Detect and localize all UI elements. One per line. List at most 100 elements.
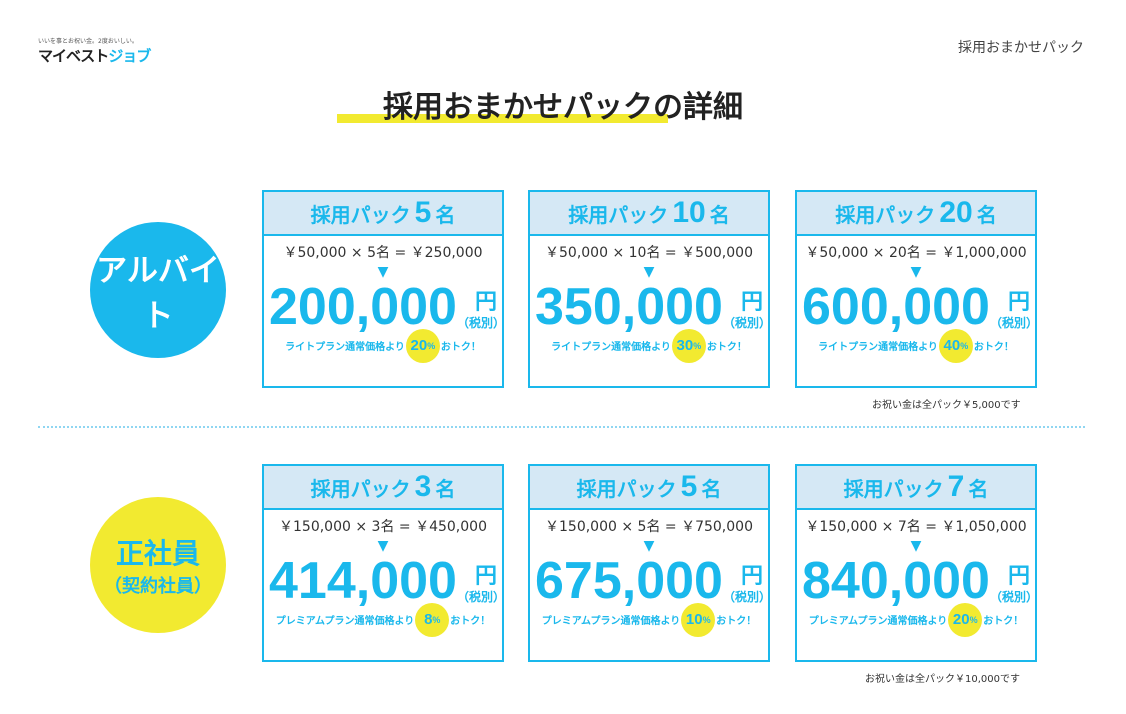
pack-title: 採用パック <box>843 476 944 501</box>
pack-unit: 名 <box>709 202 730 227</box>
pack-card: 採用パック 5 名 ￥150,000 × 5名 = ￥750,000 ▼ 675,0… <box>528 464 771 662</box>
pack-price: 350,000 円（税別） <box>530 278 771 336</box>
price-amount: 350,000 <box>535 278 723 336</box>
tax-note: （税別） <box>456 590 505 604</box>
tax-note: （税別） <box>722 590 771 604</box>
price-amount: 600,000 <box>802 278 990 336</box>
percent-sign: % <box>969 614 978 625</box>
pack-unit: 名 <box>968 476 989 501</box>
pack-header: 採用パック 10 名 <box>530 192 768 236</box>
discount-text: ライトプラン通常価格より <box>551 342 671 353</box>
pack-price: 200,000 円（税別） <box>264 278 505 336</box>
discount-note: ライトプラン通常価格より 30% おトク！ <box>530 328 768 363</box>
discount-note: ライトプラン通常価格より 40% おトク！ <box>797 328 1035 363</box>
discount-suffix: おトク！ <box>973 342 1014 353</box>
pack-price: 414,000 円（税別） <box>264 552 505 610</box>
pack-count: 3 <box>414 470 432 503</box>
pack-card: 採用パック 3 名 ￥150,000 × 3名 = ￥450,000 ▼ 414,0… <box>262 464 505 662</box>
pack-price: 675,000 円（税別） <box>530 552 771 610</box>
pack-unit: 名 <box>435 202 456 227</box>
pack-title: 採用パック <box>835 202 936 227</box>
category-seishain: 正社員 （契約社員） <box>90 497 226 633</box>
discount-suffix: おトク！ <box>440 342 481 353</box>
pack-card: 採用パック 7 名 ￥150,000 × 7名 = ￥1,050,000 ▼ 840… <box>795 464 1038 662</box>
discount-note: プレミアムプラン通常価格より 10% おトク！ <box>530 602 768 637</box>
discount-suffix: おトク！ <box>983 616 1024 627</box>
percent-sign: % <box>693 340 702 351</box>
pack-price: 840,000 円（税別） <box>797 554 1038 608</box>
price-currency: 円 <box>740 564 763 589</box>
pack-card: 採用パック 10 名 ￥50,000 × 10名 = ￥500,000 ▼ 350,… <box>528 190 771 388</box>
price-currency: 円 <box>1007 290 1030 315</box>
logo-name: マイベストジョブ <box>38 45 168 66</box>
discount-text: ライトプラン通常価格より <box>818 342 938 353</box>
discount-percent: 20 <box>410 337 428 354</box>
price-amount: 414,000 <box>269 552 457 610</box>
discount-text: ライトプラン通常価格より <box>285 342 405 353</box>
discount-suffix: おトク！ <box>716 616 757 627</box>
pack-header: 採用パック 5 名 <box>530 466 768 510</box>
pack-header: 採用パック 5 名 <box>264 192 502 236</box>
discount-badge: 20% <box>405 328 440 363</box>
discount-note: プレミアムプラン通常価格より 8% おトク！ <box>264 602 502 637</box>
price-amount: 675,000 <box>535 552 723 610</box>
arrow-down-icon: ▼ <box>377 264 389 280</box>
discount-badge: 8% <box>415 602 450 637</box>
category-arbeit: アルバイト <box>90 222 226 358</box>
pack-card: 採用パック 5 名 ￥50,000 × 5名 = ￥250,000 ▼ 200,00… <box>262 190 505 388</box>
pack-unit: 名 <box>435 476 456 501</box>
discount-note: プレミアムプラン通常価格より 20% おトク！ <box>797 602 1035 637</box>
logo-name-b: ジョブ <box>108 47 151 65</box>
page-title: 採用おまかせパックの詳細 <box>383 90 743 125</box>
footnote-arbeit: お祝い金は全パック￥5,000です <box>872 400 1021 411</box>
category-label: アルバイト <box>96 253 220 334</box>
discount-suffix: おトク！ <box>706 342 747 353</box>
tax-note: （税別） <box>989 590 1038 604</box>
header-label: 採用おまかせパック <box>958 40 1084 56</box>
price-currency: 円 <box>474 290 497 315</box>
pack-count: 20 <box>939 196 973 229</box>
discount-text: プレミアムプラン通常価格より <box>541 616 681 627</box>
price-currency: 円 <box>740 290 763 315</box>
logo-tagline: いいを事とお祝い金。2度おいしい。 <box>38 38 138 45</box>
discount-percent: 10 <box>685 611 703 628</box>
pack-card: 採用パック 20 名 ￥50,000 × 20名 = ￥1,000,000 ▼ 60… <box>795 190 1038 388</box>
discount-text: プレミアムプラン通常価格より <box>275 616 415 627</box>
pack-title: 採用パック <box>576 476 677 501</box>
pack-header: 採用パック 3 名 <box>264 466 502 510</box>
section-divider <box>38 426 1085 428</box>
pack-count: 10 <box>672 196 706 229</box>
discount-text: プレミアムプラン通常価格より <box>808 616 948 627</box>
price-formula: ￥50,000 × 10名 = ￥500,000 <box>545 245 753 261</box>
discount-suffix: おトク！ <box>450 616 491 627</box>
price-formula: ￥50,000 × 5名 = ￥250,000 <box>283 245 483 261</box>
discount-badge: 20% <box>948 602 983 637</box>
percent-sign: % <box>702 614 711 625</box>
percent-sign: % <box>432 614 441 625</box>
arrow-down-icon: ▼ <box>643 538 655 554</box>
price-formula: ￥150,000 × 3名 = ￥450,000 <box>279 519 487 535</box>
logo[interactable]: いいを事とお祝い金。2度おいしい。 マイベストジョブ <box>38 36 168 66</box>
discount-badge: 10% <box>681 602 716 637</box>
pack-title: 採用パック <box>310 476 411 501</box>
pack-title: 採用パック <box>310 202 411 227</box>
price-formula: ￥50,000 × 20名 = ￥1,000,000 <box>805 245 1027 261</box>
category-label: 正社員 <box>115 537 200 570</box>
discount-percent: 20 <box>952 611 970 628</box>
price-formula: ￥150,000 × 7名 = ￥1,050,000 <box>805 519 1027 535</box>
discount-badge: 40% <box>938 328 973 363</box>
logo-name-a: マイベスト <box>38 47 109 65</box>
tax-note: （税別） <box>456 316 505 330</box>
tax-note: （税別） <box>989 316 1038 330</box>
discount-percent: 30 <box>676 337 694 354</box>
arrow-down-icon: ▼ <box>910 264 922 280</box>
pack-unit: 名 <box>976 202 997 227</box>
footnote-seishain: お祝い金は全パック￥10,000です <box>865 674 1020 685</box>
pack-count: 5 <box>414 196 432 229</box>
pack-price: 600,000 円（税別） <box>797 278 1038 336</box>
category-sublabel: （契約社員） <box>104 576 212 597</box>
pack-title: 採用パック <box>568 202 669 227</box>
arrow-down-icon: ▼ <box>377 538 389 554</box>
price-amount: 200,000 <box>269 278 457 336</box>
discount-note: ライトプラン通常価格より 20% おトク！ <box>264 328 502 363</box>
